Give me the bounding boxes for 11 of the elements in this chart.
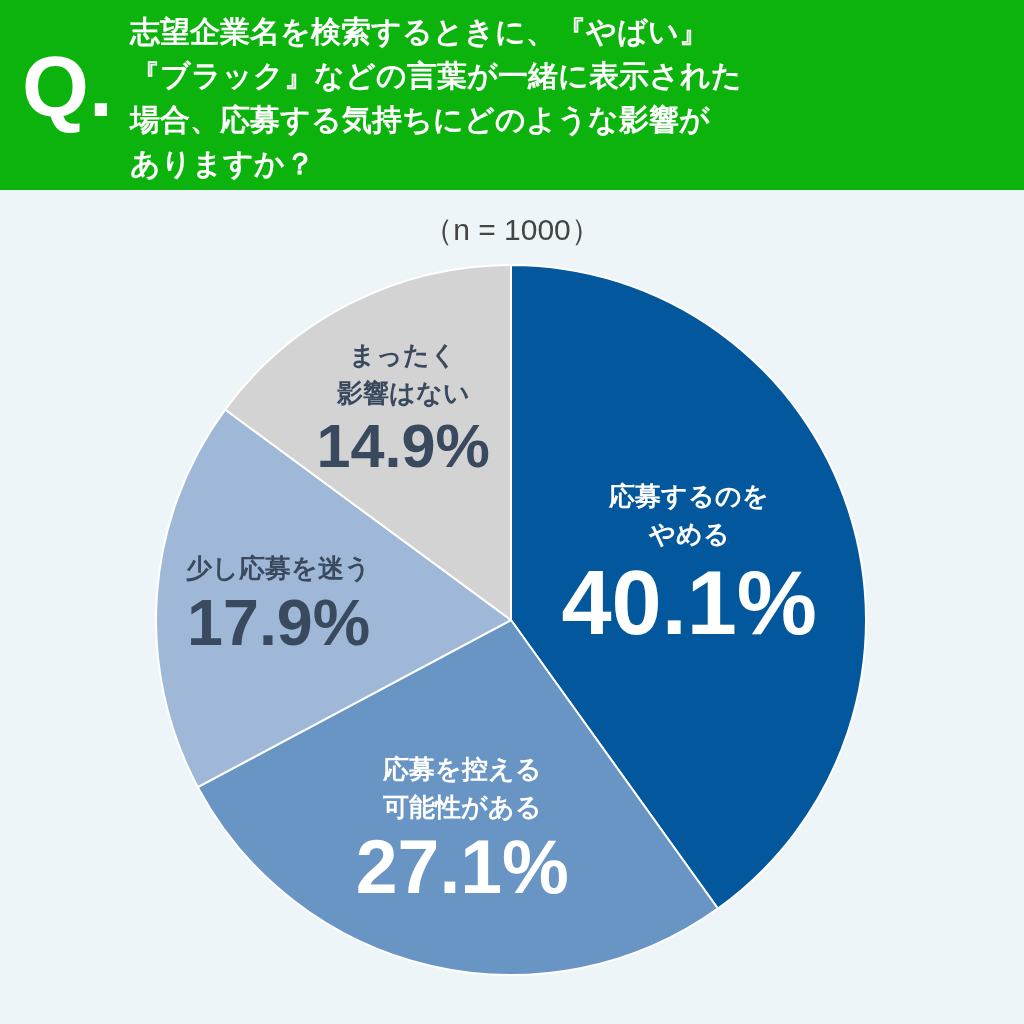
chart-title: 志望企業名を検索するときに、『やばい』『ブラック』などの言葉が一緒に表示された場合、応募する気持ちにどのような影響がありますか？	[130, 14, 743, 182]
slice-label: 応募を控える可能性がある	[381, 752, 543, 824]
slice-label: 少し応募を迷う	[186, 552, 372, 586]
data-label: 40.1%	[561, 551, 818, 653]
data-label: 27.1%	[355, 824, 569, 909]
text: Q.	[22, 38, 113, 134]
data-label: 17.9%	[186, 587, 372, 660]
chart-subtitle: （n = 1000）	[422, 212, 602, 248]
data-label: 14.9%	[315, 411, 491, 480]
slice-label: 応募するのをやめる	[608, 479, 771, 551]
slice-label: まったく影響はない	[335, 338, 471, 410]
